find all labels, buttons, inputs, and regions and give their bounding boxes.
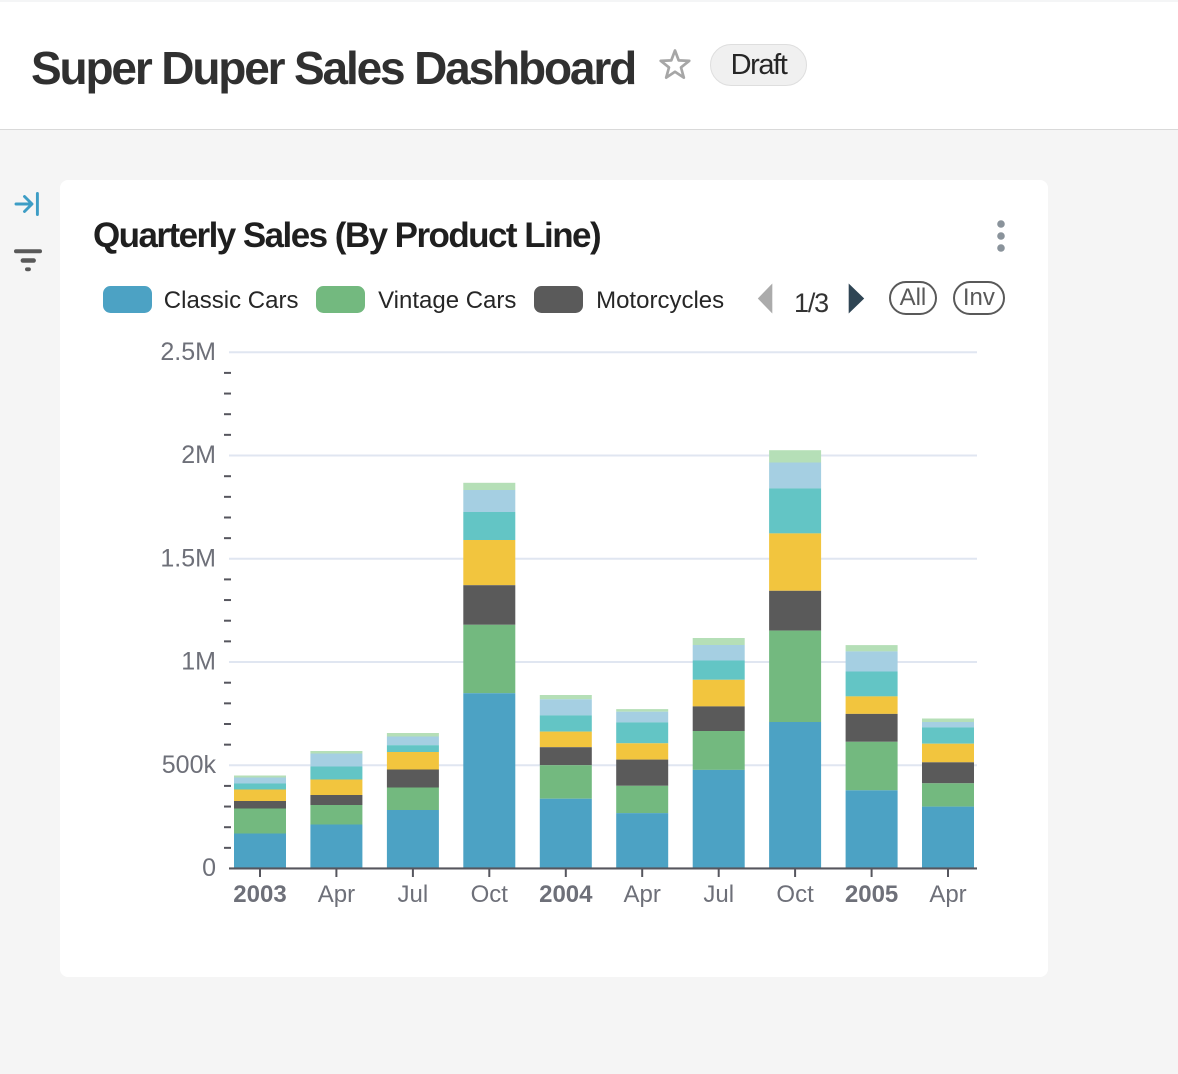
svg-text:2004: 2004 (539, 881, 593, 908)
svg-text:Apr: Apr (929, 881, 966, 908)
svg-text:Apr: Apr (624, 881, 661, 908)
svg-text:Apr: Apr (318, 881, 355, 908)
svg-text:2005: 2005 (845, 881, 898, 908)
svg-text:Jul: Jul (398, 881, 429, 908)
svg-text:500k: 500k (162, 751, 217, 779)
svg-text:Oct: Oct (471, 881, 509, 908)
svg-text:Oct: Oct (776, 881, 814, 908)
svg-text:0: 0 (202, 854, 216, 882)
svg-text:1.5M: 1.5M (160, 544, 216, 572)
svg-text:Jul: Jul (703, 881, 734, 908)
svg-text:1M: 1M (181, 648, 216, 676)
svg-text:2M: 2M (181, 441, 216, 469)
svg-text:2.5M: 2.5M (160, 338, 216, 366)
svg-text:2003: 2003 (233, 881, 286, 908)
